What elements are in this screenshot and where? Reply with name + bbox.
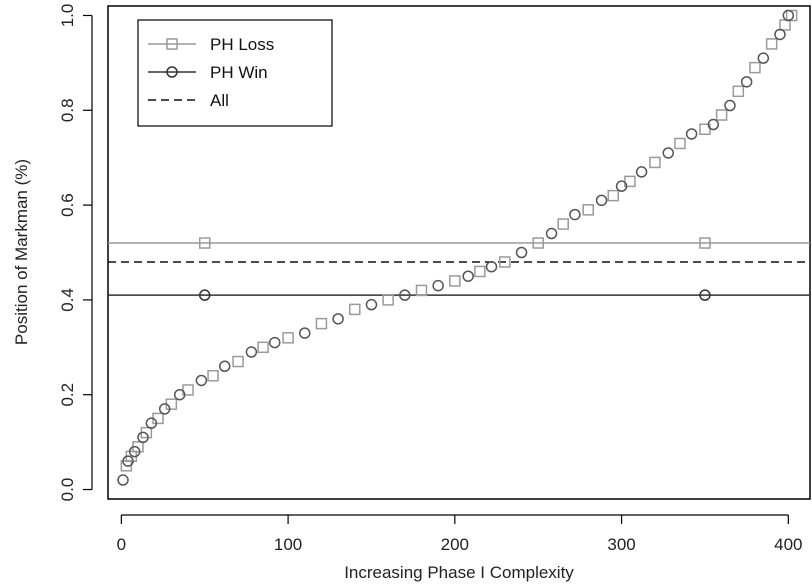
point-ph-win (122, 455, 134, 467)
y-tick-label: 0.6 (58, 193, 77, 217)
point-ph-loss (715, 109, 728, 121)
hline-marker (198, 237, 211, 249)
point-ph-loss (624, 175, 636, 188)
point-ph-win (485, 260, 498, 273)
point-ph-win (782, 9, 795, 22)
point-ph-win (268, 336, 281, 349)
point-ph-win (595, 194, 608, 207)
legend-marker (166, 38, 178, 50)
point-ph-win (635, 166, 648, 178)
hline-marker (699, 289, 711, 301)
point-ph-win (569, 208, 581, 221)
point-ph-win (128, 445, 141, 458)
point-ph-loss (557, 218, 569, 230)
point-ph-loss (382, 294, 394, 306)
point-ph-win (740, 76, 753, 88)
x-tick-label: 400 (774, 535, 802, 554)
point-ph-win (299, 327, 311, 339)
hline-marker (198, 289, 211, 301)
x-tick-label: 100 (274, 535, 302, 554)
point-ph-win (218, 360, 231, 373)
point-ph-win (545, 227, 558, 240)
point-ph-loss (449, 275, 461, 287)
point-ph-loss (765, 38, 778, 50)
point-ph-loss (207, 370, 219, 382)
point-ph-loss (415, 284, 428, 297)
point-ph-win (245, 346, 258, 358)
point-ph-win (173, 388, 186, 401)
point-ph-win (774, 28, 786, 41)
point-ph-win (662, 147, 675, 159)
point-ph-loss (607, 189, 619, 202)
point-ph-loss (582, 204, 594, 216)
y-tick-label: 0.0 (58, 478, 77, 502)
point-ph-loss (499, 256, 511, 268)
data-points (117, 9, 798, 486)
plot-frame (107, 5, 811, 500)
axes: 0 100 200 300 400 0.0 0.2 0.4 0.6 0.8 1.0 (58, 4, 803, 554)
y-tick-label: 0.4 (58, 288, 77, 312)
point-ph-loss (699, 123, 711, 135)
point-ph-loss (232, 355, 244, 368)
point-ph-win (158, 403, 171, 415)
point-ph-win (365, 298, 378, 311)
point-ph-win (117, 474, 129, 486)
point-ph-win (462, 270, 474, 282)
point-ph-loss (649, 156, 661, 169)
legend-box (137, 19, 333, 127)
y-tick-label: 1.0 (58, 4, 77, 28)
point-ph-win (145, 417, 158, 429)
y-tick-label: 0.2 (58, 383, 77, 407)
point-ph-win (332, 313, 344, 325)
point-ph-win (757, 52, 770, 64)
hline-marker (699, 237, 711, 249)
point-ph-loss (785, 9, 798, 22)
x-axis-title: Increasing Phase I Complexity (344, 563, 574, 582)
x-tick-label: 0 (117, 535, 126, 554)
point-ph-loss (474, 265, 486, 278)
point-ph-loss (182, 384, 194, 396)
point-ph-loss (749, 61, 761, 74)
point-ph-loss (779, 19, 791, 31)
point-ph-loss (732, 85, 745, 98)
x-tick-label: 300 (607, 535, 635, 554)
point-ph-win (515, 246, 528, 259)
legend-label: PH Win (210, 63, 268, 82)
point-ph-loss (532, 237, 544, 249)
point-ph-win (615, 180, 628, 192)
legend-marker (166, 66, 178, 78)
point-ph-loss (349, 303, 361, 316)
point-ph-win (195, 374, 208, 387)
x-tick-label: 200 (441, 535, 469, 554)
point-ph-loss (257, 341, 269, 354)
point-ph-win (137, 431, 149, 444)
point-ph-loss (282, 332, 294, 344)
point-ph-win (399, 289, 411, 301)
y-axis-title: Position of Markman (%) (12, 159, 31, 345)
reference-lines (108, 237, 810, 301)
legend-label: PH Loss (210, 35, 274, 54)
point-ph-win (432, 279, 444, 292)
legend: PH Loss PH Win All (137, 19, 333, 127)
point-ph-win (707, 118, 720, 131)
point-ph-loss (315, 317, 328, 330)
point-ph-loss (674, 137, 686, 150)
legend-label: All (210, 91, 229, 110)
y-tick-label: 0.8 (58, 98, 77, 122)
point-ph-win (685, 128, 698, 140)
point-ph-win (724, 99, 736, 112)
